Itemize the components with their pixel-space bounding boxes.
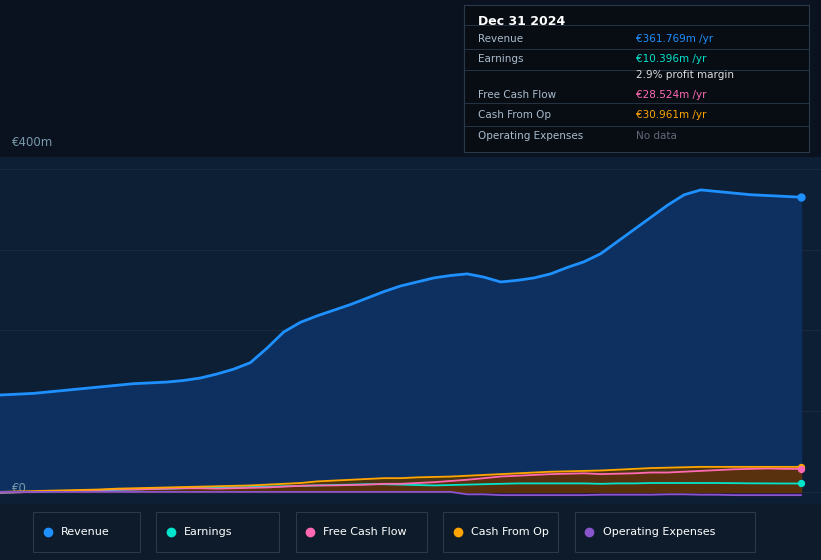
FancyBboxPatch shape: [156, 512, 279, 552]
Point: [795, 463, 808, 472]
FancyBboxPatch shape: [575, 512, 755, 552]
Point: [795, 479, 808, 488]
FancyBboxPatch shape: [296, 512, 427, 552]
Text: €361.769m /yr: €361.769m /yr: [636, 34, 713, 44]
Text: €10.396m /yr: €10.396m /yr: [636, 54, 707, 64]
FancyBboxPatch shape: [443, 512, 558, 552]
Text: No data: No data: [636, 131, 677, 141]
Text: Revenue: Revenue: [478, 34, 523, 44]
Text: €30.961m /yr: €30.961m /yr: [636, 110, 707, 120]
Text: €400m: €400m: [12, 136, 53, 149]
Text: Free Cash Flow: Free Cash Flow: [478, 90, 556, 100]
Text: €0: €0: [12, 482, 27, 495]
Text: Earnings: Earnings: [184, 527, 232, 537]
Point: [795, 193, 808, 202]
Text: Revenue: Revenue: [61, 527, 109, 537]
Text: Cash From Op: Cash From Op: [478, 110, 551, 120]
Text: 2.9% profit margin: 2.9% profit margin: [636, 71, 734, 81]
Text: Free Cash Flow: Free Cash Flow: [323, 527, 407, 537]
Text: €28.524m /yr: €28.524m /yr: [636, 90, 707, 100]
Text: Operating Expenses: Operating Expenses: [603, 527, 715, 537]
FancyBboxPatch shape: [33, 512, 140, 552]
Text: Operating Expenses: Operating Expenses: [478, 131, 583, 141]
Text: Earnings: Earnings: [478, 54, 523, 64]
Text: Dec 31 2024: Dec 31 2024: [478, 15, 565, 28]
Point: [795, 464, 808, 473]
Text: Cash From Op: Cash From Op: [471, 527, 549, 537]
